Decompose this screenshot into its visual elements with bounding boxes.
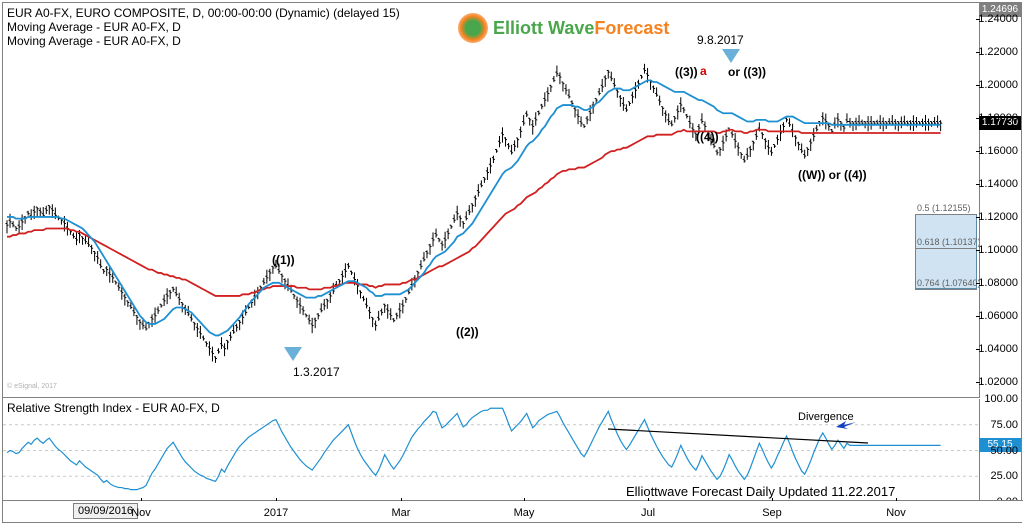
- logo: Elliott Wave Forecast: [458, 13, 669, 43]
- wave-label: ((4)): [696, 130, 719, 144]
- price-axis-label: 1.10000: [978, 244, 1018, 256]
- price-axis-label: 1.20000: [978, 79, 1018, 91]
- time-x-axis: 09/09/2016 Nov 2017 Mar May Jul Sep Nov: [3, 500, 1023, 522]
- rsi-axis-label: 50.00: [990, 445, 1018, 457]
- price-axis-label: 1.16000: [978, 145, 1018, 157]
- price-axis-label: 1.06000: [978, 310, 1018, 322]
- rsi-y-axis: 55.15 0.0025.0050.0075.00100.00: [979, 399, 1021, 502]
- rsi-axis-label: 25.00: [990, 470, 1018, 482]
- rsi-axis-label: 100.00: [984, 393, 1018, 405]
- price-y-axis: 1.24696 1.17730 1.020001.040001.060001.0…: [979, 3, 1021, 398]
- fib-level-label: 0.5 (1.12155): [917, 203, 971, 213]
- divergence-label: Divergence: [798, 411, 854, 423]
- wave-label: a: [700, 64, 707, 78]
- price-axis-label: 1.12000: [978, 211, 1018, 223]
- time-axis-label: Nov: [886, 507, 906, 519]
- price-axis-label: 1.22000: [978, 46, 1018, 58]
- price-axis-label: 1.04000: [978, 343, 1018, 355]
- rsi-axis-label: 75.00: [990, 419, 1018, 431]
- price-axis-label: 1.08000: [978, 277, 1018, 289]
- annotation-date-1: 1.3.2017: [293, 365, 340, 379]
- time-axis-label: Mar: [392, 507, 411, 519]
- esignal-credit: © eSignal, 2017: [7, 383, 57, 390]
- rsi-panel[interactable]: Relative Strength Index - EUR A0-FX, D D…: [3, 399, 981, 502]
- time-axis-label: May: [514, 507, 535, 519]
- price-axis-label: 1.24000: [978, 13, 1018, 25]
- wave-label: ((1)): [272, 253, 295, 267]
- time-axis-label: 2017: [264, 507, 288, 519]
- fib-level-label: 0.764 (1.07640): [917, 278, 981, 288]
- wave-label: ((3)): [675, 65, 698, 79]
- time-start-box: 09/09/2016: [73, 503, 138, 519]
- price-chart-svg[interactable]: [3, 3, 981, 398]
- price-axis-label: 1.02000: [978, 376, 1018, 388]
- wave-label: or ((3)): [728, 65, 766, 79]
- header-line-3: Moving Average - EUR A0-FX, D: [7, 34, 400, 48]
- logo-text-a: Elliott Wave: [493, 18, 594, 39]
- logo-text-b: Forecast: [594, 18, 669, 39]
- fib-level-label: 0.618 (1.10137): [917, 237, 981, 247]
- time-axis-label: Sep: [762, 507, 782, 519]
- time-axis-label: Jul: [641, 507, 655, 519]
- wave-label: ((2)): [456, 325, 479, 339]
- price-axis-label: 1.18000: [978, 112, 1018, 124]
- footer-text: Elliottwave Forecast Daily Updated 11.22…: [626, 484, 895, 499]
- pointer-triangle-2: [722, 49, 740, 63]
- chart-header: EUR A0-FX, EURO COMPOSITE, D, 00:00-00:0…: [7, 6, 400, 48]
- price-axis-label: 1.14000: [978, 178, 1018, 190]
- rsi-title: Relative Strength Index - EUR A0-FX, D: [7, 401, 220, 415]
- logo-icon: [458, 13, 488, 43]
- chart-container: EUR A0-FX, EURO COMPOSITE, D, 00:00-00:0…: [2, 2, 1022, 523]
- wave-label: ((W)) or ((4)): [798, 168, 867, 182]
- header-line-2: Moving Average - EUR A0-FX, D: [7, 20, 400, 34]
- annotation-date-2: 9.8.2017: [697, 33, 744, 47]
- time-axis-label: Nov: [131, 507, 151, 519]
- header-line-1: EUR A0-FX, EURO COMPOSITE, D, 00:00-00:0…: [7, 6, 400, 20]
- pointer-triangle-1: [284, 347, 302, 361]
- price-panel[interactable]: EUR A0-FX, EURO COMPOSITE, D, 00:00-00:0…: [3, 3, 981, 398]
